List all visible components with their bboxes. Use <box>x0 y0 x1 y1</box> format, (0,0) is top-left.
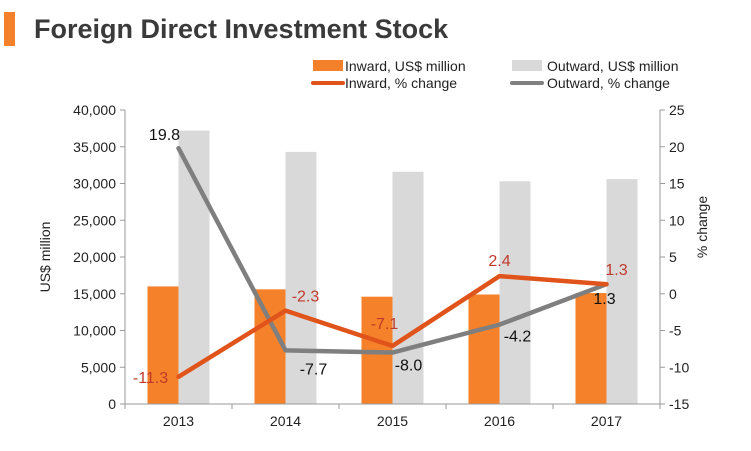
x-tick-label: 2015 <box>377 413 408 429</box>
left-tick-label: 40,000 <box>73 102 116 118</box>
inward-bar-2017 <box>575 293 607 404</box>
inward-change-label-2015: -7.1 <box>371 316 399 333</box>
right-axis-title: % change <box>694 196 710 258</box>
inward-change-label-2014: -2.3 <box>292 289 320 306</box>
x-tick-label: 2016 <box>484 413 515 429</box>
left-tick-label: 25,000 <box>73 212 116 228</box>
left-tick-label: 35,000 <box>73 139 116 155</box>
left-tick-label: 20,000 <box>73 249 116 265</box>
right-tick-label: 0 <box>669 286 677 302</box>
left-tick-label: 15,000 <box>73 286 116 302</box>
inward-bar-2014 <box>254 289 286 404</box>
left-tick-label: 0 <box>108 396 116 412</box>
outward-bar-2017 <box>606 179 638 404</box>
right-tick-label: -10 <box>669 359 689 375</box>
left-tick-label: 30,000 <box>73 176 116 192</box>
x-tick-label: 2014 <box>270 413 301 429</box>
inward-change-label-2017: 1.3 <box>605 262 627 279</box>
outward-bar-2015 <box>392 171 424 404</box>
legend-outward-bar-swatch <box>512 60 542 71</box>
outward-bar-2014 <box>285 151 317 404</box>
legend-outward-line-label: Outward, % change <box>547 75 670 91</box>
outward-change-label-2016: -4.2 <box>504 329 532 346</box>
left-tick-label: 5,000 <box>81 359 116 375</box>
legend-inward-bar-swatch <box>313 60 343 71</box>
outward-change-label-2013: 19.8 <box>149 127 180 144</box>
inward-bar-2016 <box>468 294 500 404</box>
inward-change-line <box>176 273 609 380</box>
right-tick-label: 5 <box>669 249 677 265</box>
outward-change-label-2014: -7.7 <box>300 361 328 378</box>
outward-change-line <box>176 145 609 355</box>
right-tick-label: 10 <box>669 212 685 228</box>
outward-bar-2016 <box>499 181 531 404</box>
legend-inward-bar-label: Inward, US$ million <box>345 58 466 74</box>
legend-outward-bar-label: Outward, US$ million <box>547 58 679 74</box>
inward-bar-2013 <box>147 286 179 404</box>
inward-change-label-2016: 2.4 <box>488 253 510 270</box>
right-tick-label: -15 <box>669 396 689 412</box>
x-tick-label: 2013 <box>163 413 194 429</box>
right-tick-label: 15 <box>669 176 685 192</box>
title-accent-bar <box>4 12 15 46</box>
inward-change-label-2013: -11.3 <box>133 370 168 387</box>
outward-change-label-2017: 1.3 <box>593 291 615 308</box>
left-tick-label: 10,000 <box>73 323 116 339</box>
left-axis-title: US$ million <box>37 222 53 293</box>
right-tick-label: 20 <box>669 139 685 155</box>
legend-inward-line-label: Inward, % change <box>345 75 457 91</box>
outward-change-label-2015: -8.0 <box>395 358 423 375</box>
chart-title: Foreign Direct Investment Stock <box>34 14 449 44</box>
right-tick-label: -5 <box>669 323 682 339</box>
x-tick-label: 2017 <box>591 413 622 429</box>
right-tick-label: 25 <box>669 102 685 118</box>
